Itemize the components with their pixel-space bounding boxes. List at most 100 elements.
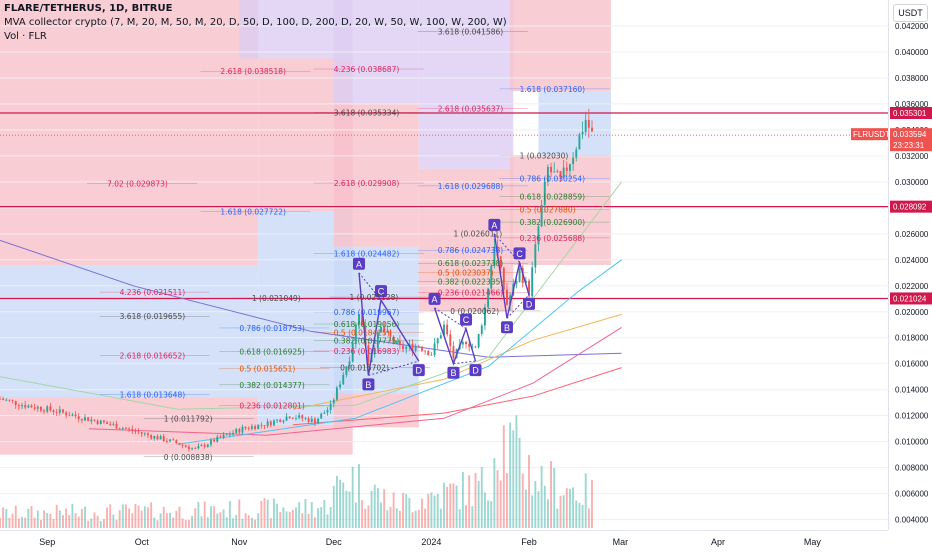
candle-body (165, 441, 168, 442)
volume-bar (128, 508, 131, 528)
candle-body (137, 431, 140, 433)
candle-body (354, 324, 357, 345)
volume-bar (506, 473, 508, 528)
volume-bar (361, 500, 364, 528)
fib-level-label: 0.786 (0.019967) (334, 308, 400, 317)
volume-bar (203, 501, 206, 528)
fib-level-label: 1 (0.011792) (164, 414, 213, 423)
candle-body (335, 387, 338, 400)
candle-body (546, 166, 549, 182)
candle-body (499, 256, 502, 268)
fib-level-label: 2.618 (0.038518) (220, 67, 286, 76)
fib-level-label: 4.236 (0.038687) (334, 65, 400, 74)
candle-body (187, 446, 190, 450)
price-tick-label: 0.026000 (895, 230, 929, 239)
candle-body (55, 412, 58, 413)
volume-legend[interactable]: Vol · FLR (4, 31, 47, 42)
time-axis[interactable]: Sep Oct Nov Dec 2024 Feb Mar Apr May (0, 530, 888, 551)
candle-body (361, 314, 364, 326)
price-tick-label: 0.004000 (895, 516, 929, 525)
volume-bar (159, 513, 162, 528)
candle-body (427, 350, 430, 356)
volume-bar (521, 473, 524, 528)
fib-zone (510, 0, 611, 91)
volume-bar (222, 509, 225, 528)
volume-bar (342, 482, 345, 528)
candle-body (515, 281, 518, 284)
volume-bar (68, 515, 71, 528)
volume-bar (210, 506, 212, 528)
volume-bar (326, 514, 329, 528)
pattern-point-marker (500, 321, 513, 334)
candle-body (424, 350, 427, 352)
resistance-price-label-bg (890, 200, 932, 213)
candle-body (449, 334, 452, 347)
volume-bar (376, 488, 379, 528)
price-tick-label: 0.018000 (895, 334, 929, 343)
abcd-pattern-line (358, 272, 420, 376)
volume-bar (17, 518, 20, 528)
volume-bar (228, 501, 231, 528)
volume-bar (169, 512, 171, 528)
volume-bar (483, 492, 486, 528)
candle-body (373, 348, 376, 355)
volume-bar (351, 466, 354, 528)
volume-bar (140, 510, 143, 528)
fib-level-label: 1 (0.021128) (350, 293, 399, 302)
candle-body (559, 171, 562, 178)
candle-body (159, 436, 162, 440)
volume-bar (263, 498, 266, 528)
symbol-title[interactable]: FLARE/TETHERUS, 1D, BITRUE (4, 3, 173, 14)
price-axis[interactable]: 0.0420000.0400000.0380000.0360000.034000… (888, 0, 932, 530)
volume-bar (235, 514, 238, 528)
candle-body (71, 414, 74, 416)
fib-level-label: 3.618 (0.041586) (438, 27, 504, 36)
symbol-tag: FLRUSDT (853, 130, 890, 139)
candle-body (238, 429, 241, 433)
volume-bar (591, 479, 593, 528)
candle-body (446, 324, 449, 335)
fib-level-label: 0.786 (0.024738) (438, 246, 504, 255)
fib-level-label: 2.618 (0.035637) (438, 105, 504, 114)
volume-bar (367, 505, 370, 528)
pattern-point-label: C (463, 315, 470, 325)
volume-bar (373, 484, 376, 528)
volume-bar (137, 505, 140, 528)
fib-level-label: 1 (0.032030) (520, 151, 569, 160)
volume-bar (584, 473, 587, 528)
volume-bar (502, 425, 505, 528)
fib-level-label: 7.02 (0.029873) (107, 180, 168, 189)
volume-bar (250, 517, 253, 528)
volume-bar (317, 508, 319, 528)
candle-body (118, 428, 121, 430)
candle-body (351, 344, 354, 362)
volume-bar (194, 508, 197, 528)
candle-body (2, 398, 5, 401)
fib-level-label: 0.236 (0.016983) (334, 347, 400, 356)
fib-level-label: 0 (0.015702) (340, 364, 389, 373)
resistance-price-label: 0.035301 (893, 109, 927, 118)
volume-bar (329, 507, 332, 528)
candle-body (106, 422, 109, 424)
currency-selector[interactable]: USDT (893, 4, 928, 22)
fib-zone (0, 265, 259, 398)
candle-body (46, 406, 49, 412)
volume-bar (575, 500, 578, 528)
volume-bar (21, 516, 23, 528)
candle-body (247, 428, 250, 430)
countdown-label-bg (890, 139, 932, 152)
candle-body (96, 420, 99, 425)
volume-bar (487, 500, 490, 528)
candle-body (162, 436, 165, 442)
candle-body (206, 444, 209, 447)
pattern-point-label: B (450, 368, 456, 378)
candle-body (587, 119, 590, 128)
volume-bar (364, 508, 367, 528)
fib-level-label: 0.382 (0.022335) (438, 277, 504, 286)
pattern-point-marker (412, 364, 425, 377)
candle-body (27, 405, 30, 408)
indicator-legend[interactable]: MVA collector crypto (7, M, 20, M, 50, M… (4, 17, 507, 28)
volume-bar (219, 512, 222, 528)
pattern-point-label: D (472, 366, 479, 376)
